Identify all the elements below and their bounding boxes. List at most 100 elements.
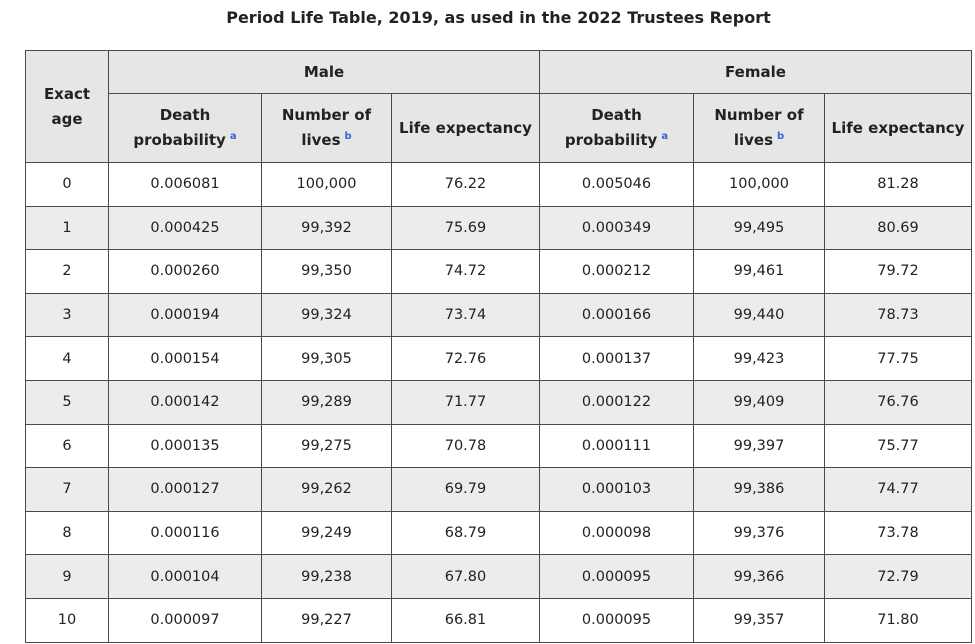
male-number-of-lives-cell: 99,227 <box>261 597 392 643</box>
female-number-of-lives-cell: 99,376 <box>693 510 825 556</box>
footnote-b-link[interactable]: b <box>777 131 785 142</box>
male-death-probability-cell: 0.000135 <box>108 423 262 469</box>
female-death-probability-cell: 0.000166 <box>539 292 694 338</box>
female-number-of-lives-cell: 99,397 <box>693 423 825 469</box>
exact-age-cell: 5 <box>25 379 109 425</box>
male-death-probability-cell: 0.000127 <box>108 467 262 512</box>
male-number-of-lives-cell: 99,392 <box>261 205 392 251</box>
male-life-expectancy-cell: 67.80 <box>391 554 540 599</box>
female-life-expectancy-cell: 74.77 <box>824 467 972 512</box>
exact-age-cell: 9 <box>25 554 109 599</box>
exact-age-cell: 2 <box>25 249 109 294</box>
male-life-expectancy-cell: 73.74 <box>391 292 540 338</box>
male-header: Male <box>108 50 540 94</box>
exact-age-header: Exact age <box>25 50 109 163</box>
female-number-of-lives-cell: 100,000 <box>693 162 825 207</box>
female-number-of-lives-cell: 99,357 <box>693 597 825 643</box>
female-life-expectancy-cell: 77.75 <box>824 336 972 381</box>
female-life-expectancy-cell: 79.72 <box>824 249 972 294</box>
female-life-expectancy-cell: 73.78 <box>824 510 972 556</box>
male-life-expectancy-cell: 72.76 <box>391 336 540 381</box>
female-header: Female <box>539 50 972 94</box>
header-group-row: Exact age Male Female <box>25 50 972 163</box>
life-table: Exact age Male Female Death probability a… <box>25 50 972 643</box>
female-death-probability-cell: 0.000103 <box>539 467 694 512</box>
exact-age-cell: 6 <box>25 423 109 469</box>
female-number-of-lives-cell: 99,366 <box>693 554 825 599</box>
table-row: 1 0.000425 99,392 75.69 0.000349 99,495 80.69 <box>25 205 972 251</box>
male-death-probability-cell: 0.000116 <box>108 510 262 556</box>
male-life-expectancy-cell: 71.77 <box>391 379 540 425</box>
male-life-expectancy-header: Life expectancy <box>391 93 540 163</box>
male-number-of-lives-header: Number of lives b <box>261 93 392 163</box>
female-death-probability-cell: 0.000111 <box>539 423 694 469</box>
female-death-probability-cell: 0.000122 <box>539 379 694 425</box>
female-life-expectancy-cell: 72.79 <box>824 554 972 599</box>
exact-age-cell: 8 <box>25 510 109 556</box>
exact-age-cell: 4 <box>25 336 109 381</box>
female-life-expectancy-cell: 75.77 <box>824 423 972 469</box>
male-death-probability-cell: 0.006081 <box>108 162 262 207</box>
female-number-of-lives-header: Number of lives b <box>693 93 825 163</box>
male-death-probability-cell: 0.000260 <box>108 249 262 294</box>
table-row: 3 0.000194 99,324 73.74 0.000166 99,440 78.73 <box>25 292 972 338</box>
table-row: 8 0.000116 99,249 68.79 0.000098 99,376 73.78 <box>25 510 972 556</box>
male-number-of-lives-cell: 99,238 <box>261 554 392 599</box>
female-death-probability-cell: 0.000349 <box>539 205 694 251</box>
footnote-b-link[interactable]: b <box>344 131 352 142</box>
table-row: 2 0.000260 99,350 74.72 0.000212 99,461 79.72 <box>25 249 972 294</box>
female-death-probability-label: Death probability <box>564 106 658 149</box>
male-life-expectancy-cell: 70.78 <box>391 423 540 469</box>
male-death-probability-cell: 0.000425 <box>108 205 262 251</box>
male-life-expectancy-cell: 69.79 <box>391 467 540 512</box>
male-number-of-lives-cell: 99,275 <box>261 423 392 469</box>
male-death-probability-cell: 0.000104 <box>108 554 262 599</box>
male-number-of-lives-cell: 99,262 <box>261 467 392 512</box>
female-death-probability-cell: 0.000098 <box>539 510 694 556</box>
male-life-expectancy-cell: 75.69 <box>391 205 540 251</box>
male-life-expectancy-cell: 76.22 <box>391 162 540 207</box>
male-death-probability-cell: 0.000154 <box>108 336 262 381</box>
male-number-of-lives-cell: 100,000 <box>261 162 392 207</box>
table-row: 7 0.000127 99,262 69.79 0.000103 99,386 74.77 <box>25 467 972 512</box>
table-row: 9 0.000104 99,238 67.80 0.000095 99,366 72.79 <box>25 554 972 599</box>
exact-age-cell: 10 <box>25 597 109 643</box>
male-life-expectancy-cell: 74.72 <box>391 249 540 294</box>
table-row: 6 0.000135 99,275 70.78 0.000111 99,397 75.77 <box>25 423 972 469</box>
female-life-expectancy-cell: 81.28 <box>824 162 972 207</box>
female-death-probability-header: Death probability a <box>539 93 694 163</box>
male-life-expectancy-cell: 68.79 <box>391 510 540 556</box>
footnote-a-link[interactable]: a <box>661 131 669 142</box>
male-number-of-lives-cell: 99,289 <box>261 379 392 425</box>
male-number-of-lives-cell: 99,350 <box>261 249 392 294</box>
female-number-of-lives-cell: 99,440 <box>693 292 825 338</box>
female-number-of-lives-cell: 99,409 <box>693 379 825 425</box>
female-death-probability-cell: 0.000095 <box>539 597 694 643</box>
female-life-expectancy-header: Life expectancy <box>824 93 972 163</box>
exact-age-cell: 3 <box>25 292 109 338</box>
table-row: 0 0.006081 100,000 76.22 0.005046 100,000 81.2… <box>25 162 972 207</box>
male-death-probability-cell: 0.000142 <box>108 379 262 425</box>
female-death-probability-cell: 0.000212 <box>539 249 694 294</box>
male-number-of-lives-cell: 99,249 <box>261 510 392 556</box>
female-number-of-lives-cell: 99,461 <box>693 249 825 294</box>
female-death-probability-cell: 0.005046 <box>539 162 694 207</box>
male-death-probability-cell: 0.000194 <box>108 292 262 338</box>
female-number-of-lives-cell: 99,495 <box>693 205 825 251</box>
male-number-of-lives-cell: 99,305 <box>261 336 392 381</box>
table-row: 10 0.000097 99,227 66.81 0.000095 99,357 71.80 <box>25 597 972 643</box>
table-caption: Period Life Table, 2019, as used in the … <box>226 8 771 27</box>
male-life-expectancy-cell: 66.81 <box>391 597 540 643</box>
exact-age-cell: 1 <box>25 205 109 251</box>
exact-age-cell: 7 <box>25 467 109 512</box>
female-death-probability-cell: 0.000137 <box>539 336 694 381</box>
female-number-of-lives-cell: 99,423 <box>693 336 825 381</box>
footnote-a-link[interactable]: a <box>229 131 237 142</box>
male-death-probability-cell: 0.000097 <box>108 597 262 643</box>
female-number-of-lives-cell: 99,386 <box>693 467 825 512</box>
exact-age-cell: 0 <box>25 162 109 207</box>
female-death-probability-cell: 0.000095 <box>539 554 694 599</box>
female-life-expectancy-cell: 80.69 <box>824 205 972 251</box>
table-row: 5 0.000142 99,289 71.77 0.000122 99,409 76.76 <box>25 379 972 425</box>
male-number-of-lives-label: Number of lives <box>281 106 372 149</box>
